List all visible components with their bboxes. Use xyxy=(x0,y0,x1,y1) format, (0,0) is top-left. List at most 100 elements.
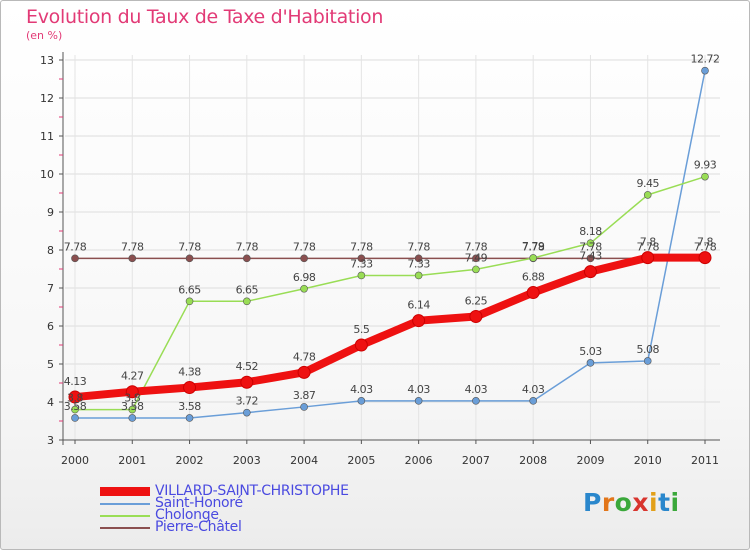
data-label-saint-honore-2001: 3.58 xyxy=(121,400,144,413)
point-villard-saint-christophe-2008 xyxy=(526,286,540,300)
legend-label-cholonge: Cholonge xyxy=(155,507,219,523)
data-label-pierre-chatel-2011: 7.78 xyxy=(694,240,717,253)
point-pierre-chatel-2006 xyxy=(414,254,423,263)
data-label-cholonge-2007: 7.49 xyxy=(465,251,488,264)
data-label-villard-saint-christophe-2011: 7.8 xyxy=(697,236,713,249)
point-saint-honore-2001 xyxy=(128,414,137,422)
y-tick-label-3: 3 xyxy=(47,434,54,447)
legend-label-saint-honore: Saint-Honoré xyxy=(155,495,243,511)
data-label-villard-saint-christophe-2001: 4.27 xyxy=(121,370,144,383)
legend: VILLARD-SAINT-CHRISTOPHE Saint-Honoré Ch… xyxy=(100,483,420,535)
point-cholonge-2003 xyxy=(243,297,251,306)
y-tick-label-7: 7 xyxy=(47,282,54,295)
data-label-villard-saint-christophe-2007: 6.25 xyxy=(465,295,488,308)
x-tick-label-2009: 2009 xyxy=(576,454,604,467)
x-tick-label-2007: 2007 xyxy=(462,454,490,467)
data-label-cholonge-2005: 7.33 xyxy=(350,257,373,270)
data-label-villard-saint-christophe-2004: 4.78 xyxy=(293,350,316,363)
legend-item-pierre-chatel: Pierre-Châtel xyxy=(100,519,420,535)
data-label-pierre-chatel-2010: 7.78 xyxy=(636,240,659,253)
y-tick-label-5: 5 xyxy=(47,358,54,371)
point-pierre-chatel-2004 xyxy=(300,254,308,263)
point-villard-saint-christophe-2010 xyxy=(641,251,655,265)
x-tick-label-2002: 2002 xyxy=(176,454,204,467)
legend-label-pierre-chatel: Pierre-Châtel xyxy=(155,519,242,535)
x-tick-label-2004: 2004 xyxy=(290,454,318,467)
point-saint-honore-2010 xyxy=(643,357,652,365)
x-tick-label-2003: 2003 xyxy=(233,454,261,467)
point-saint-honore-2004 xyxy=(300,403,308,411)
point-saint-honore-2003 xyxy=(243,408,251,417)
point-cholonge-2005 xyxy=(357,271,366,280)
point-villard-saint-christophe-2006 xyxy=(412,314,426,328)
data-label-villard-saint-christophe-2009: 7.43 xyxy=(579,250,602,263)
data-label-saint-honore-2000: 3.58 xyxy=(64,400,87,413)
data-label-saint-honore-2002: 3.58 xyxy=(178,400,201,413)
legend-label-villard-saint-christophe: VILLARD-SAINT-CHRISTOPHE xyxy=(155,483,349,499)
point-cholonge-2011 xyxy=(701,172,709,181)
point-cholonge-2004 xyxy=(300,284,308,293)
x-tick-label-2008: 2008 xyxy=(519,454,547,467)
y-tick-label-10: 10 xyxy=(40,168,54,181)
data-label-pierre-chatel-2001: 7.78 xyxy=(121,240,144,253)
point-saint-honore-2009 xyxy=(586,359,595,367)
data-label-cholonge-2001: 3.8 xyxy=(124,392,140,405)
point-pierre-chatel-2002 xyxy=(185,254,194,263)
x-tick-label-2010: 2010 xyxy=(634,454,662,467)
data-label-pierre-chatel-2009: 7.78 xyxy=(579,240,602,253)
data-label-saint-honore-2006: 4.03 xyxy=(407,383,430,396)
data-label-pierre-chatel-2000: 7.78 xyxy=(64,240,87,253)
data-label-saint-honore-2007: 4.03 xyxy=(465,383,488,396)
point-saint-honore-2002 xyxy=(185,414,194,422)
legend-item-saint-honore: Saint-Honoré xyxy=(100,495,420,511)
point-villard-saint-christophe-2000 xyxy=(68,390,82,404)
series-line-cholonge xyxy=(74,175,706,411)
point-saint-honore-2006 xyxy=(414,397,423,405)
y-tick-label-11: 11 xyxy=(40,130,54,143)
data-label-cholonge-2010: 9.45 xyxy=(636,177,659,190)
data-label-villard-saint-christophe-2002: 4.38 xyxy=(178,366,201,379)
x-tick-label-2011: 2011 xyxy=(691,454,719,467)
data-label-pierre-chatel-2003: 7.78 xyxy=(236,240,259,253)
legend-swatch-pierre-chatel xyxy=(100,527,150,529)
data-label-villard-saint-christophe-2005: 5.5 xyxy=(353,323,369,336)
y-tick-label-8: 8 xyxy=(47,244,54,257)
data-label-saint-honore-2009: 5.03 xyxy=(579,345,602,358)
point-saint-honore-2000 xyxy=(71,414,79,422)
legend-swatch-saint-honore xyxy=(100,503,150,505)
x-tick-label-2005: 2005 xyxy=(347,454,375,467)
point-cholonge-2007 xyxy=(472,265,480,274)
data-label-saint-honore-2008: 4.03 xyxy=(522,383,545,396)
legend-item-cholonge: Cholonge xyxy=(100,507,420,523)
proxiti-logo: Proxiti xyxy=(583,488,680,517)
point-pierre-chatel-2009 xyxy=(586,254,595,263)
point-cholonge-2006 xyxy=(414,271,423,280)
data-label-pierre-chatel-2008: 7.78 xyxy=(522,240,545,253)
y-tick-label-13: 13 xyxy=(40,54,54,67)
data-label-cholonge-2004: 6.98 xyxy=(293,271,316,284)
y-tick-label-4: 4 xyxy=(47,396,54,409)
series-line-saint-honore xyxy=(74,69,706,419)
data-label-cholonge-2009: 8.18 xyxy=(579,225,602,238)
data-label-villard-saint-christophe-2008: 6.88 xyxy=(522,271,545,284)
point-pierre-chatel-2005 xyxy=(357,254,366,263)
point-villard-saint-christophe-2001 xyxy=(125,385,139,399)
point-pierre-chatel-2007 xyxy=(472,254,480,263)
point-saint-honore-2007 xyxy=(472,397,480,405)
data-label-saint-honore-2011: 12.72 xyxy=(691,53,720,66)
x-tick-label-2001: 2001 xyxy=(118,454,146,467)
chart-title: Evolution du Taux de Taxe d'Habitation xyxy=(26,6,384,28)
point-pierre-chatel-2000 xyxy=(71,254,79,263)
data-label-cholonge-2000: 3.8 xyxy=(67,392,83,405)
data-label-pierre-chatel-2002: 7.78 xyxy=(178,240,201,253)
data-label-pierre-chatel-2004: 7.78 xyxy=(293,240,316,253)
series-line-villard-saint-christophe xyxy=(71,253,709,402)
y-tick-label-12: 12 xyxy=(40,92,54,105)
data-label-saint-honore-2004: 3.87 xyxy=(293,389,316,402)
chart-unit: (en %) xyxy=(26,29,63,42)
point-cholonge-2009 xyxy=(586,239,595,247)
legend-item-villard-saint-christophe: VILLARD-SAINT-CHRISTOPHE xyxy=(100,483,420,499)
data-label-saint-honore-2003: 3.72 xyxy=(236,395,259,408)
point-cholonge-2008 xyxy=(529,254,537,262)
